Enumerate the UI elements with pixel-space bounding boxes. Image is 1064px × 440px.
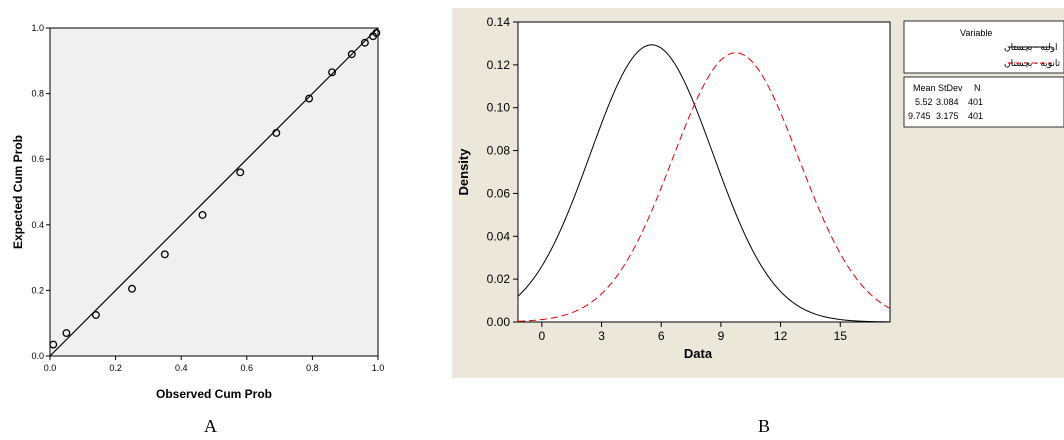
chart-b-y-label: Density	[456, 148, 471, 196]
chart-b-y-tick-label-4: 0.08	[487, 144, 511, 158]
legend-row1-mean: 5.52	[915, 97, 933, 107]
legend: Variable اولیه - بچستان ثانویه - بچستان …	[903, 20, 1064, 128]
chart-a-points	[49, 28, 381, 349]
legend-label-primary: اولیه - بچستان	[1004, 42, 1058, 53]
chart-b-plot-area	[517, 21, 891, 323]
chart-a-point-2	[91, 311, 100, 319]
chart-a: 0.0 0.2 0.4 0.6 0.8 1.0 0.0 0.2 0.4 0.6 0.8 1.0 Ob…	[11, 23, 385, 400]
chart-a-y-tick-label-5: 1.0	[31, 23, 44, 33]
chart-b-caption: B	[758, 416, 771, 436]
legend-header-stdev: StDev	[938, 83, 963, 93]
chart-b-y-tick-label-3: 0.06	[487, 186, 511, 200]
chart-b-y-tick-label-5: 0.10	[487, 101, 511, 115]
chart-a-x-tick-label-0: 0.0	[44, 363, 57, 373]
chart-b-x-tick-label-1: 3	[598, 329, 605, 343]
chart-a-x-tick-label-5: 1.0	[372, 363, 385, 373]
legend-row1-stdev: 3.084	[936, 97, 959, 107]
chart-b-y-tick-label-6: 0.12	[487, 58, 511, 72]
legend-row2-mean: 9.745	[908, 111, 931, 121]
series-primary-curve	[517, 44, 891, 323]
chart-a-x-tick-label-4: 0.8	[306, 363, 319, 373]
chart-a-point-3	[128, 284, 136, 293]
chart-a-y-tick-label-2: 0.4	[31, 220, 44, 230]
chart-b-y-tick-label-7: 0.14	[487, 15, 511, 29]
chart-a-point-8	[305, 94, 314, 103]
chart-b-x-tick-label-0: 0	[539, 329, 546, 343]
legend-header-mean: Mean	[913, 83, 936, 93]
legend-title: Variable	[960, 28, 992, 38]
chart-b-y-tick-label-0: 0.00	[487, 315, 511, 329]
chart-b-y-axis: 0.00 0.02 0.04 0.06 0.08 0.10 0.12 0.14	[487, 15, 518, 329]
chart-a-point-5	[198, 211, 207, 219]
chart-a-y-tick-label-1: 0.2	[31, 285, 44, 295]
chart-a-x-tick-label-1: 0.2	[109, 363, 122, 373]
chart-a-point-0	[49, 340, 58, 349]
chart-a-caption: A	[204, 416, 217, 436]
chart-a-x-tick-label-2: 0.4	[175, 363, 188, 373]
chart-b-x-tick-label-4: 12	[774, 329, 788, 343]
chart-a-reference-line	[49, 27, 379, 357]
series-secondary-curve	[517, 52, 891, 322]
legend-row2-stdev: 3.175	[936, 111, 959, 121]
legend-row1-n: 401	[968, 97, 983, 107]
chart-a-x-tick-label-3: 0.6	[241, 363, 254, 373]
chart-b-x-label: Data	[684, 346, 713, 361]
chart-a-y-tick-label-0: 0.0	[31, 351, 44, 361]
chart-a-point-10	[347, 50, 356, 59]
chart-b-y-tick-label-1: 0.02	[487, 272, 511, 286]
chart-a-y-tick-label-3: 0.6	[31, 154, 44, 164]
chart-b-x-tick-label-2: 6	[658, 329, 665, 343]
chart-a-point-11	[360, 38, 369, 47]
chart-b: 0 3 6 9 12 15 0.00 0.02 0.04 0.06 0.08 0.10 0.12 0.1…	[452, 8, 1064, 378]
chart-a-point-7	[272, 129, 281, 137]
chart-b-x-tick-label-5: 15	[834, 329, 848, 343]
chart-a-point-9	[328, 68, 337, 77]
chart-a-x-label: Observed Cum Prob	[156, 387, 272, 400]
chart-a-x-axis: 0.0 0.2 0.4 0.6 0.8 1.0	[44, 356, 385, 373]
legend-header-n: N	[974, 83, 981, 93]
chart-a-point-6	[236, 168, 245, 177]
chart-a-point-4	[160, 250, 169, 259]
chart-b-y-tick-label-2: 0.04	[487, 229, 511, 243]
chart-b-x-axis: 0 3 6 9 12 15	[539, 322, 848, 343]
legend-row2-n: 401	[968, 111, 983, 121]
chart-a-y-tick-label-4: 0.8	[31, 89, 44, 99]
chart-a-point-13	[372, 28, 381, 37]
legend-label-secondary: ثانویه - بچستان	[1004, 58, 1061, 69]
chart-a-y-label: Expected Cum Prob	[11, 135, 25, 249]
chart-a-point-1	[62, 329, 71, 337]
chart-b-x-tick-label-3: 9	[718, 329, 725, 343]
chart-a-y-axis: 0.0 0.2 0.4 0.6 0.8 1.0	[31, 23, 50, 361]
